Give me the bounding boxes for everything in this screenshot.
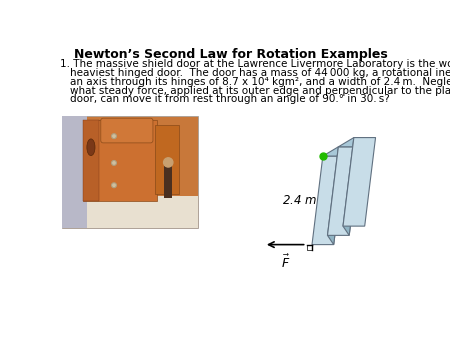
Bar (83, 120, 158, 201)
Text: heaviest hinged door.  The door has a mass of 44 000 kg, a rotational inertia ab: heaviest hinged door. The door has a mas… (70, 68, 450, 78)
Bar (63, 116, 87, 228)
Ellipse shape (87, 139, 95, 156)
Text: $\vec{F}$: $\vec{F}$ (281, 254, 290, 271)
Text: an axis through its hinges of 8.7 x 10⁴ kgm², and a width of 2.4 m.  Neglecting : an axis through its hinges of 8.7 x 10⁴ … (70, 77, 450, 87)
Circle shape (113, 184, 115, 186)
Bar (164, 166, 172, 197)
Text: 2.4 $m$: 2.4 $m$ (282, 194, 317, 207)
Text: door, can move it from rest through an angle of 90.° in 30. s?: door, can move it from rest through an a… (70, 94, 390, 104)
Polygon shape (312, 156, 345, 245)
Circle shape (164, 158, 173, 167)
Polygon shape (338, 138, 376, 147)
Polygon shape (328, 147, 345, 245)
Bar (63, 196, 198, 228)
Polygon shape (343, 138, 376, 226)
Polygon shape (328, 147, 360, 235)
Polygon shape (323, 147, 360, 156)
Text: what steady force, applied at its outer edge and perpendicular to the plane of t: what steady force, applied at its outer … (70, 86, 450, 96)
Circle shape (112, 134, 116, 139)
Bar (155, 125, 179, 194)
Text: Newton’s Second Law for Rotation Examples: Newton’s Second Law for Rotation Example… (74, 48, 387, 61)
Text: 1. The massive shield door at the Lawrence Livermore Laboratory is the world’s: 1. The massive shield door at the Lawren… (60, 59, 450, 69)
Polygon shape (343, 138, 360, 235)
FancyBboxPatch shape (101, 118, 153, 143)
Bar (83, 120, 99, 201)
Circle shape (113, 135, 115, 137)
Circle shape (112, 161, 116, 165)
Circle shape (113, 162, 115, 164)
Circle shape (112, 183, 116, 188)
Bar (63, 116, 198, 228)
